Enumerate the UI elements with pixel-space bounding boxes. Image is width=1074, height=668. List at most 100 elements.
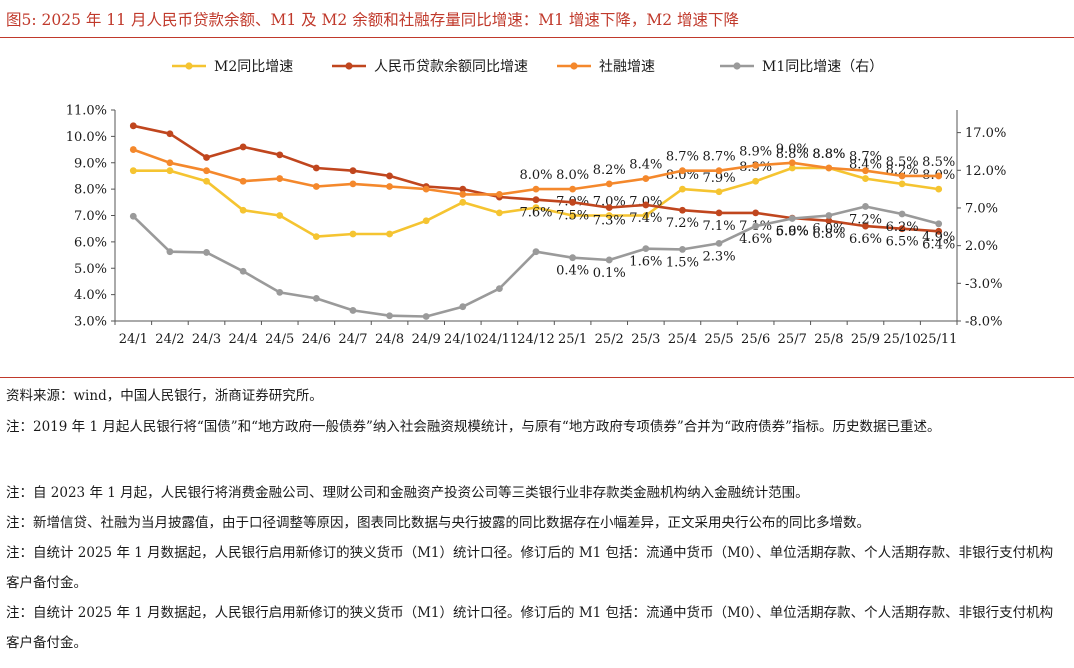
series-point-1 <box>386 172 393 180</box>
series-point-3 <box>239 267 247 275</box>
series-point-3 <box>349 307 357 314</box>
series-point-1 <box>862 222 869 230</box>
right-axis-tick-label: -3.0% <box>965 277 1002 292</box>
x-axis-tick-label: 24/12 <box>517 332 554 347</box>
series-point-3 <box>312 294 320 302</box>
series-point-2 <box>825 164 833 172</box>
x-axis-tick-label: 25/6 <box>741 332 770 347</box>
data-label-2: 8.2% <box>593 163 626 178</box>
data-label-1: 7.5% <box>556 208 589 223</box>
left-axis-tick-label: 6.0% <box>74 235 107 250</box>
data-label-1: 7.1% <box>703 219 736 234</box>
series-point-2 <box>532 185 540 193</box>
series-point-2 <box>862 167 869 175</box>
data-label-2: 8.7% <box>849 150 882 165</box>
x-axis-tick-label: 24/1 <box>119 332 148 347</box>
series-point-1 <box>349 167 357 175</box>
data-label-3: 1.6% <box>629 255 662 270</box>
series-point-3 <box>752 222 760 230</box>
data-label-2: 8.8% <box>812 147 845 162</box>
series-point-3 <box>569 254 577 262</box>
series-point-2 <box>459 191 467 198</box>
series-point-0 <box>312 233 320 241</box>
data-label-1: 7.3% <box>593 214 626 229</box>
series-point-1 <box>752 209 760 217</box>
data-label-2: 8.0% <box>519 168 552 183</box>
series-point-1 <box>898 225 906 233</box>
series-point-2 <box>422 185 430 193</box>
series-point-0 <box>605 212 613 219</box>
series-point-0 <box>715 188 723 196</box>
data-label-3: 4.6% <box>739 232 772 247</box>
note-m1-revision: 注：自统计 2025 年 1 月数据起，人民银行启用新修订的狭义货币（M1）统计… <box>6 545 1054 591</box>
data-label-1: 6.4% <box>922 237 955 252</box>
series-point-0 <box>569 212 577 219</box>
right-axis-tick-label: 12.0% <box>965 164 1006 179</box>
data-label-2: 8.7% <box>666 150 699 165</box>
data-label-2: 9.0% <box>776 142 809 157</box>
right-axis-tick-label: 2.0% <box>965 239 998 254</box>
series-point-1 <box>569 198 577 206</box>
series-point-3 <box>422 313 430 320</box>
series-point-1 <box>239 143 247 151</box>
x-axis-tick-label: 24/5 <box>265 332 294 347</box>
x-axis-tick-label: 25/3 <box>631 332 660 347</box>
legend-swatch-marker <box>185 62 193 70</box>
series-point-3 <box>459 303 467 311</box>
data-label-1: 7.6% <box>519 206 552 221</box>
source-note: 资料来源：wind，中国人民银行，浙商证券研究所。 <box>6 388 323 404</box>
legend-label: 人民币贷款余额同比增速 <box>374 58 528 75</box>
series-point-0 <box>532 204 540 211</box>
series-point-0 <box>129 167 137 175</box>
series-point-3 <box>679 246 686 253</box>
data-label-3: 6.2% <box>886 220 919 235</box>
legend-swatch-marker <box>345 62 353 70</box>
series-point-3 <box>605 256 613 264</box>
series-point-2 <box>935 172 943 180</box>
left-axis-tick-label: 8.0% <box>74 183 107 198</box>
left-axis-tick-label: 3.0% <box>74 315 107 330</box>
x-axis-tick-label: 24/4 <box>229 332 258 347</box>
series-point-2 <box>642 175 650 182</box>
line-chart: 3.0% 4.0% 5.0% 6.0% 7.0% 8.0% 9.0% 10.0% 11.0% -8… <box>66 58 1007 347</box>
data-label-1: 6.6% <box>849 232 882 247</box>
series-point-0 <box>239 206 247 214</box>
left-axis-tick-label: 11.0% <box>66 104 107 119</box>
data-label-3: 5.6% <box>776 225 809 240</box>
data-label-3: 6.0% <box>812 222 845 237</box>
data-label-1: 7.4% <box>629 211 662 226</box>
note-nonbank-institutions: 注：自 2023 年 1 月起，人民银行将消费金融公司、理财公司和金融资产投资公… <box>6 485 809 501</box>
series-point-1 <box>825 217 833 225</box>
series-point-2 <box>386 183 393 190</box>
data-label-0: 8.8% <box>812 147 845 162</box>
series-point-1 <box>642 201 650 209</box>
series-point-2 <box>166 159 174 167</box>
series-point-2 <box>788 159 796 167</box>
series-point-2 <box>569 185 577 193</box>
x-axis-tick-label: 24/2 <box>155 332 184 347</box>
series-point-2 <box>312 183 320 190</box>
series-point-3 <box>166 248 174 256</box>
series-point-3 <box>203 249 210 256</box>
series-point-2 <box>129 146 137 153</box>
series-point-0 <box>349 230 357 238</box>
data-label-1: 6.9% <box>776 224 809 239</box>
series-point-1 <box>605 204 613 211</box>
left-axis-tick-label: 4.0% <box>74 288 107 303</box>
series-point-2 <box>239 177 247 185</box>
series-point-1 <box>679 206 686 214</box>
note-disclosure-difference: 注：新增信贷、社融为当月披露值，由于口径调整等原因，图表同比数据与央行披露的同比… <box>6 515 870 531</box>
note-m1-revision-repeat: 注：自统计 2025 年 1 月数据起，人民银行启用新修订的狭义货币（M1）统计… <box>6 605 1054 651</box>
series-point-0 <box>752 177 760 185</box>
data-label-2: 8.5% <box>886 155 919 170</box>
chart-divider <box>0 377 1074 378</box>
series-point-3 <box>715 239 723 247</box>
series-point-2 <box>276 175 284 182</box>
left-axis-tick-label: 7.0% <box>74 209 107 224</box>
series-point-2 <box>349 180 357 188</box>
series-point-2 <box>679 167 686 175</box>
note-government-bonds: 注：2019 年 1 月起人民银行将“国债”和“地方政府一般债券”纳入社会融资规… <box>6 419 941 435</box>
series-point-2 <box>752 161 760 169</box>
series-point-0 <box>386 230 393 238</box>
series-point-2 <box>605 180 613 188</box>
